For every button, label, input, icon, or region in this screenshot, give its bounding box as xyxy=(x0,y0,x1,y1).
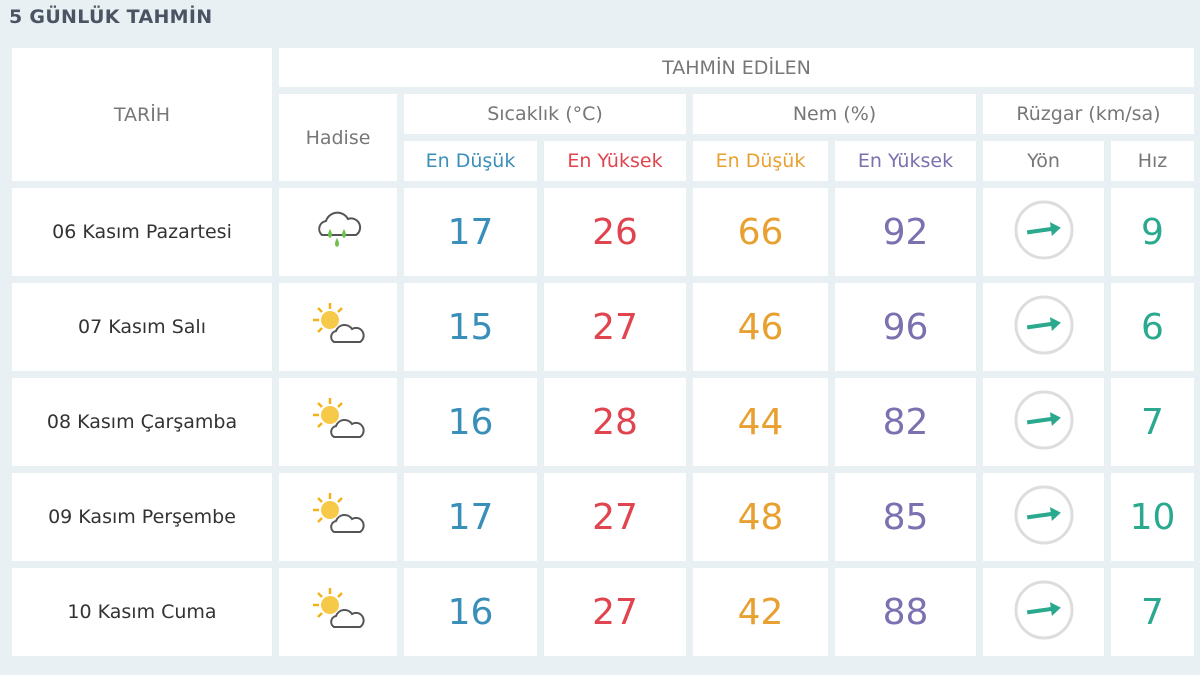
wind-direction-arrow-icon xyxy=(1013,484,1075,551)
row-date: 08 Kasım Çarşamba xyxy=(12,378,272,466)
rain-cloud-icon xyxy=(310,205,366,260)
wind-direction-arrow-icon xyxy=(1013,294,1075,361)
header-tahmin: TAHMİN EDİLEN xyxy=(279,48,1194,87)
wind-direction-arrow-icon xyxy=(1013,199,1075,266)
humidity-min: 66 xyxy=(693,188,828,276)
weather-icon xyxy=(279,378,397,466)
weather-icon xyxy=(279,188,397,276)
row-date: 10 Kasım Cuma xyxy=(12,568,272,656)
row-date: 06 Kasım Pazartesi xyxy=(12,188,272,276)
wind-speed: 10 xyxy=(1111,473,1194,561)
row-date: 07 Kasım Salı xyxy=(12,283,272,371)
weather-icon xyxy=(279,283,397,371)
wind-speed: 9 xyxy=(1111,188,1194,276)
temp-min: 15 xyxy=(404,283,537,371)
wind-speed: 6 xyxy=(1111,283,1194,371)
temp-min: 16 xyxy=(404,568,537,656)
wind-direction-arrow-icon xyxy=(1013,579,1075,646)
temp-max: 27 xyxy=(544,473,686,561)
wind-direction xyxy=(983,188,1104,276)
header-hiz: Hız xyxy=(1111,141,1194,181)
wind-speed: 7 xyxy=(1111,568,1194,656)
humidity-min: 44 xyxy=(693,378,828,466)
partly-cloudy-icon xyxy=(308,300,368,355)
wind-direction xyxy=(983,568,1104,656)
temp-max: 28 xyxy=(544,378,686,466)
header-yon: Yön xyxy=(983,141,1104,181)
temp-max: 27 xyxy=(544,283,686,371)
humidity-min: 48 xyxy=(693,473,828,561)
temp-min: 17 xyxy=(404,188,537,276)
temp-max: 27 xyxy=(544,568,686,656)
header-sicaklik: Sıcaklık (°C) xyxy=(404,94,686,134)
partly-cloudy-icon xyxy=(308,490,368,545)
header-hadise: Hadise xyxy=(279,94,397,181)
humidity-max: 85 xyxy=(835,473,976,561)
header-hum-min: En Düşük xyxy=(693,141,828,181)
header-tarih: TARİH xyxy=(12,48,272,181)
partly-cloudy-icon xyxy=(308,585,368,640)
page-title: 5 GÜNLÜK TAHMİN xyxy=(9,6,213,28)
header-temp-min: En Düşük xyxy=(404,141,537,181)
wind-direction xyxy=(983,473,1104,561)
temp-max: 26 xyxy=(544,188,686,276)
humidity-max: 92 xyxy=(835,188,976,276)
wind-direction xyxy=(983,283,1104,371)
row-date: 09 Kasım Perşembe xyxy=(12,473,272,561)
humidity-min: 42 xyxy=(693,568,828,656)
humidity-min: 46 xyxy=(693,283,828,371)
wind-direction xyxy=(983,378,1104,466)
weather-icon xyxy=(279,473,397,561)
header-hum-max: En Yüksek xyxy=(835,141,976,181)
wind-speed: 7 xyxy=(1111,378,1194,466)
humidity-max: 82 xyxy=(835,378,976,466)
header-nem: Nem (%) xyxy=(693,94,976,134)
header-ruzgar: Rüzgar (km/sa) xyxy=(983,94,1194,134)
humidity-max: 96 xyxy=(835,283,976,371)
header-temp-max: En Yüksek xyxy=(544,141,686,181)
humidity-max: 88 xyxy=(835,568,976,656)
wind-direction-arrow-icon xyxy=(1013,389,1075,456)
temp-min: 16 xyxy=(404,378,537,466)
partly-cloudy-icon xyxy=(308,395,368,450)
temp-min: 17 xyxy=(404,473,537,561)
weather-icon xyxy=(279,568,397,656)
forecast-table: TARİH TAHMİN EDİLEN Hadise Sıcaklık (°C)… xyxy=(12,48,1200,656)
